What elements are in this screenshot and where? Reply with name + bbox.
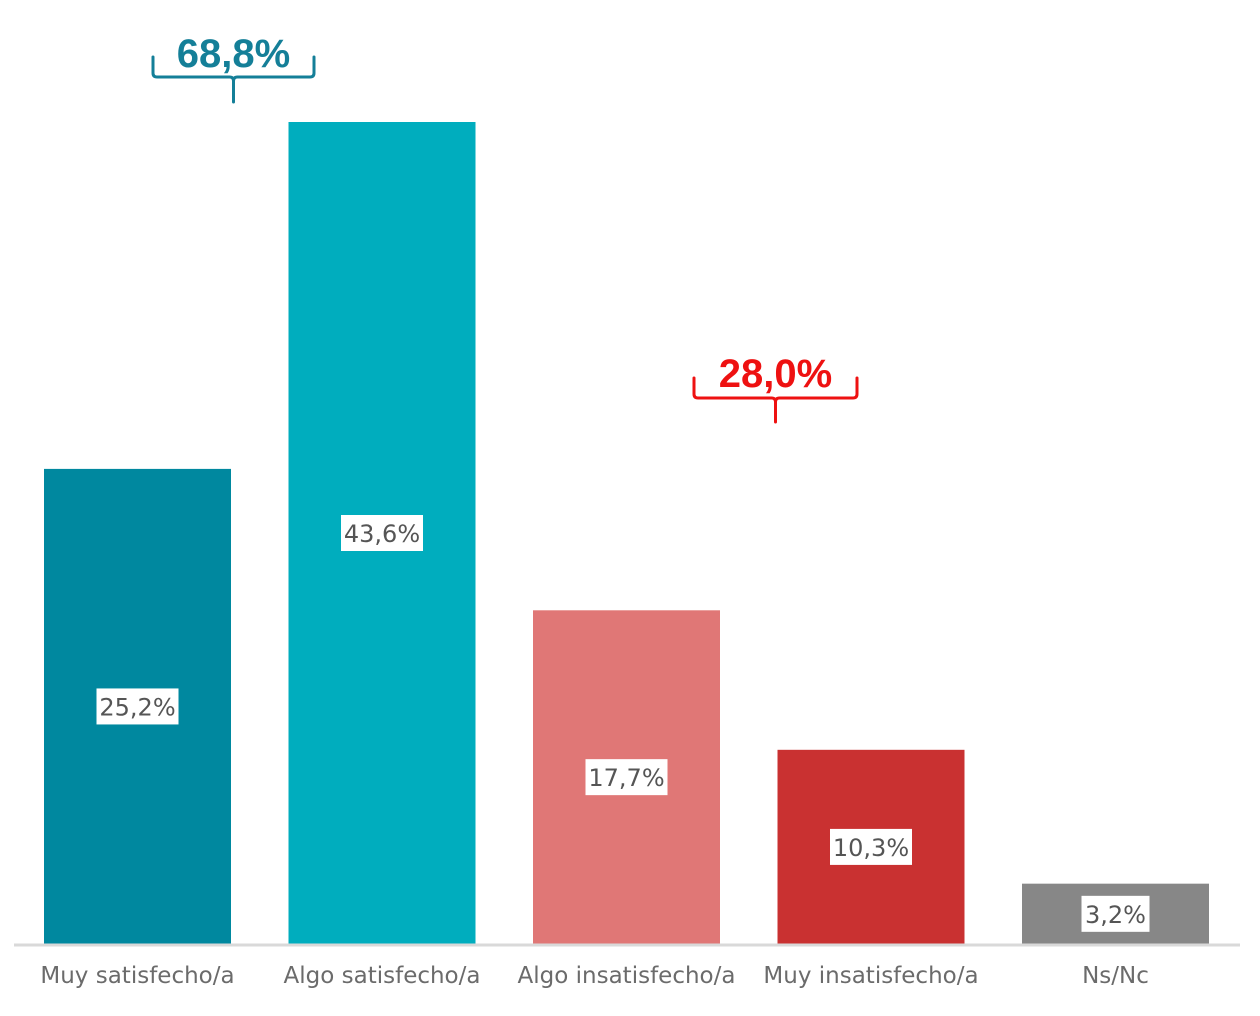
value-label: 25,2% <box>99 693 175 721</box>
category-labels-group: Muy satisfecho/a Algo satisfecho/a Algo in… <box>40 963 1149 989</box>
group-total-label: 28,0% <box>719 352 832 396</box>
value-label-box <box>96 688 179 725</box>
category-label: Muy insatisfecho/a <box>763 963 978 989</box>
group-annotation: 68,8% <box>151 32 316 104</box>
value-label: 10,3% <box>833 834 909 862</box>
bracket-line <box>692 376 859 424</box>
value-label-box <box>1081 895 1150 932</box>
value-label: 17,7% <box>588 764 664 792</box>
value-label-box <box>830 828 912 865</box>
value-label-box <box>585 759 668 796</box>
value-label: 43,6% <box>344 520 420 548</box>
category-label: Algo satisfecho/a <box>284 963 481 989</box>
value-label: 3,2% <box>1085 901 1146 929</box>
category-label: Ns/Nc <box>1082 963 1149 989</box>
group-total-label: 68,8% <box>177 32 290 76</box>
value-labels-group: 25,2% 43,6% 17,7% 10,3% 3,2% <box>96 515 1150 932</box>
bars-group <box>44 122 1209 944</box>
category-label: Algo insatisfecho/a <box>518 963 736 989</box>
group-annotations: 68,8% 28,0% <box>151 32 859 424</box>
value-label-box <box>341 515 423 551</box>
group-annotation: 28,0% <box>692 352 859 424</box>
bracket-line <box>151 55 316 104</box>
category-label: Muy satisfecho/a <box>40 963 234 989</box>
